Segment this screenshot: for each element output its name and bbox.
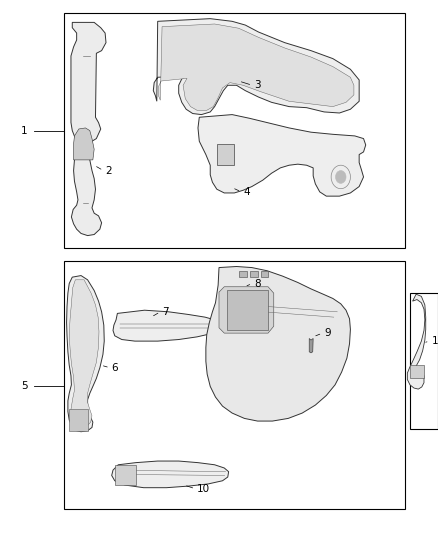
Polygon shape (206, 266, 350, 421)
Text: 5: 5 (21, 382, 28, 391)
Circle shape (336, 171, 346, 183)
Polygon shape (153, 19, 359, 115)
Bar (64, 261, 405, 509)
Bar (410, 365, 424, 378)
Text: 8: 8 (254, 279, 261, 288)
Bar (227, 290, 268, 330)
Polygon shape (69, 280, 99, 427)
Polygon shape (309, 338, 313, 353)
Bar (69, 409, 88, 431)
Polygon shape (219, 287, 274, 333)
Polygon shape (71, 22, 106, 236)
Bar (261, 271, 268, 277)
Polygon shape (198, 115, 366, 196)
Bar (115, 465, 136, 485)
Text: 9: 9 (324, 328, 331, 338)
Text: 6: 6 (112, 363, 118, 373)
Text: 2: 2 (105, 166, 112, 175)
Polygon shape (67, 276, 104, 432)
Text: 10: 10 (197, 484, 210, 494)
Text: 11: 11 (431, 336, 438, 346)
Text: 1: 1 (21, 126, 28, 135)
Polygon shape (159, 24, 354, 110)
Bar (239, 271, 247, 277)
Text: 4: 4 (243, 187, 250, 197)
Polygon shape (74, 128, 94, 160)
Text: 3: 3 (254, 80, 261, 90)
Polygon shape (407, 294, 426, 389)
Bar (64, 13, 405, 248)
Bar (250, 271, 258, 277)
Polygon shape (112, 461, 229, 488)
Polygon shape (113, 310, 218, 341)
Bar (217, 144, 234, 165)
Bar (410, 293, 438, 429)
Text: 7: 7 (162, 307, 169, 317)
